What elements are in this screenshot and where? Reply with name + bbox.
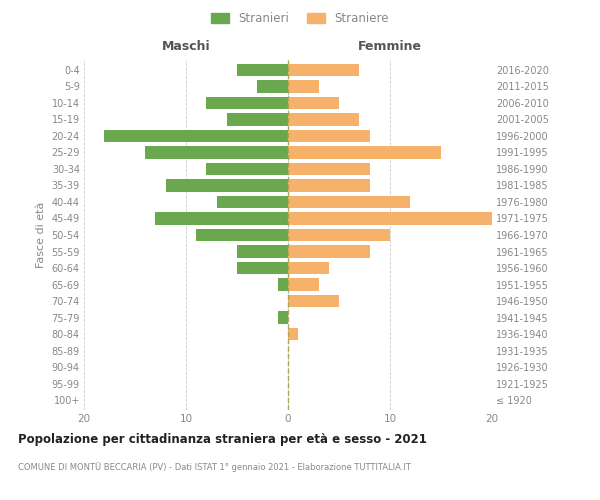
Bar	[227, 113, 288, 126]
Bar	[278, 312, 288, 324]
Bar	[288, 262, 329, 274]
Bar	[237, 262, 288, 274]
Bar	[288, 295, 339, 307]
Bar	[288, 196, 410, 208]
Bar	[288, 146, 441, 158]
Text: COMUNE DI MONTÜ BECCARIA (PV) - Dati ISTAT 1° gennaio 2021 - Elaborazione TUTTIT: COMUNE DI MONTÜ BECCARIA (PV) - Dati IST…	[18, 462, 411, 472]
Bar	[288, 64, 359, 76]
Bar	[288, 163, 370, 175]
Bar	[237, 64, 288, 76]
Bar	[288, 212, 492, 224]
Bar	[288, 278, 319, 290]
Y-axis label: Fasce di età: Fasce di età	[36, 202, 46, 268]
Bar	[288, 113, 359, 126]
Bar	[288, 80, 319, 92]
Bar	[145, 146, 288, 158]
Bar	[288, 246, 370, 258]
Bar	[104, 130, 288, 142]
Bar	[196, 229, 288, 241]
Bar	[278, 278, 288, 290]
Text: Maschi: Maschi	[161, 40, 211, 53]
Bar	[288, 96, 339, 109]
Bar	[237, 246, 288, 258]
Bar	[288, 130, 370, 142]
Bar	[206, 96, 288, 109]
Text: Femmine: Femmine	[358, 40, 422, 53]
Text: Popolazione per cittadinanza straniera per età e sesso - 2021: Popolazione per cittadinanza straniera p…	[18, 432, 427, 446]
Legend: Stranieri, Straniere: Stranieri, Straniere	[208, 8, 392, 28]
Bar	[166, 180, 288, 192]
Bar	[155, 212, 288, 224]
Bar	[288, 328, 298, 340]
Bar	[288, 180, 370, 192]
Bar	[257, 80, 288, 92]
Bar	[206, 163, 288, 175]
Bar	[217, 196, 288, 208]
Bar	[288, 229, 390, 241]
